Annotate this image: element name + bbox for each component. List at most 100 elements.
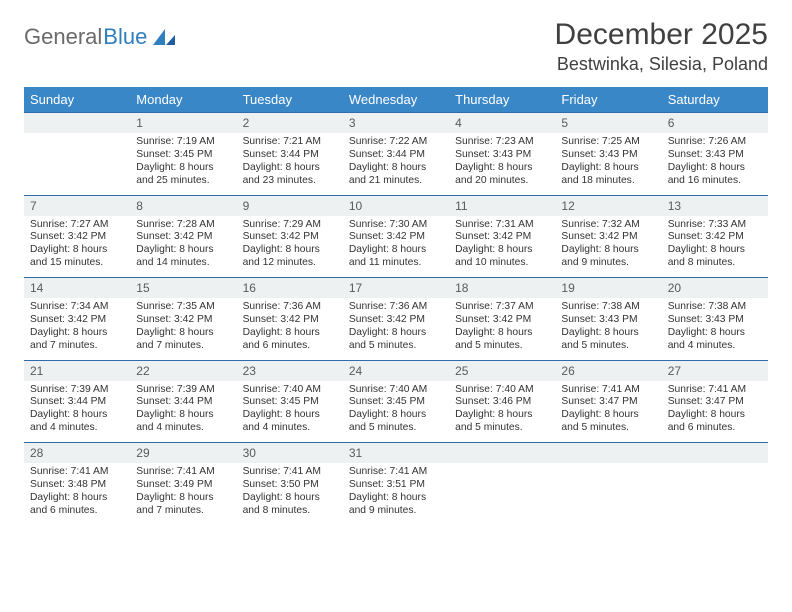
- day-line-ss: Sunset: 3:43 PM: [455, 149, 549, 162]
- day-number-cell: 23: [237, 360, 343, 381]
- day-line-d1: Daylight: 8 hours: [136, 492, 230, 505]
- day-content-cell: Sunrise: 7:34 AMSunset: 3:42 PMDaylight:…: [24, 298, 130, 360]
- day-number: 22: [136, 364, 149, 378]
- day-number: 5: [561, 116, 568, 130]
- day-line-sr: Sunrise: 7:21 AM: [243, 136, 337, 149]
- day-line-d1: Daylight: 8 hours: [243, 327, 337, 340]
- day-content-cell: Sunrise: 7:22 AMSunset: 3:44 PMDaylight:…: [343, 133, 449, 195]
- day-content-cell: Sunrise: 7:41 AMSunset: 3:49 PMDaylight:…: [130, 463, 236, 525]
- day-content-cell: Sunrise: 7:41 AMSunset: 3:50 PMDaylight:…: [237, 463, 343, 525]
- day-content-cell: Sunrise: 7:25 AMSunset: 3:43 PMDaylight:…: [555, 133, 661, 195]
- day-line-sr: Sunrise: 7:32 AM: [561, 219, 655, 232]
- day-number-cell: 18: [449, 278, 555, 299]
- day-content-cell: [449, 463, 555, 525]
- day-line-ss: Sunset: 3:42 PM: [243, 314, 337, 327]
- day-line-ss: Sunset: 3:49 PM: [136, 479, 230, 492]
- day-line-d1: Daylight: 8 hours: [243, 492, 337, 505]
- day-line-sr: Sunrise: 7:41 AM: [561, 384, 655, 397]
- day-line-ss: Sunset: 3:44 PM: [30, 396, 124, 409]
- content-row: Sunrise: 7:19 AMSunset: 3:45 PMDaylight:…: [24, 133, 768, 195]
- day-line-sr: Sunrise: 7:41 AM: [349, 466, 443, 479]
- day-number-cell: 15: [130, 278, 236, 299]
- day-line-sr: Sunrise: 7:41 AM: [668, 384, 762, 397]
- day-line-ss: Sunset: 3:42 PM: [668, 231, 762, 244]
- day-number: 1: [136, 116, 143, 130]
- day-number-cell: 16: [237, 278, 343, 299]
- day-number: 18: [455, 281, 468, 295]
- day-number-cell: 19: [555, 278, 661, 299]
- day-content-cell: Sunrise: 7:41 AMSunset: 3:48 PMDaylight:…: [24, 463, 130, 525]
- day-content-cell: Sunrise: 7:40 AMSunset: 3:45 PMDaylight:…: [343, 381, 449, 443]
- daynum-row: 14151617181920: [24, 278, 768, 299]
- day-number: 31: [349, 446, 362, 460]
- day-line-d2: and 4 minutes.: [136, 422, 230, 435]
- content-row: Sunrise: 7:34 AMSunset: 3:42 PMDaylight:…: [24, 298, 768, 360]
- day-line-sr: Sunrise: 7:38 AM: [561, 301, 655, 314]
- day-line-d1: Daylight: 8 hours: [136, 409, 230, 422]
- day-line-sr: Sunrise: 7:35 AM: [136, 301, 230, 314]
- day-content-cell: Sunrise: 7:31 AMSunset: 3:42 PMDaylight:…: [449, 216, 555, 278]
- day-line-ss: Sunset: 3:42 PM: [30, 314, 124, 327]
- day-line-d1: Daylight: 8 hours: [455, 162, 549, 175]
- day-line-ss: Sunset: 3:42 PM: [136, 231, 230, 244]
- day-line-sr: Sunrise: 7:40 AM: [455, 384, 549, 397]
- day-content-cell: Sunrise: 7:36 AMSunset: 3:42 PMDaylight:…: [237, 298, 343, 360]
- day-content-cell: Sunrise: 7:19 AMSunset: 3:45 PMDaylight:…: [130, 133, 236, 195]
- day-line-d1: Daylight: 8 hours: [349, 162, 443, 175]
- day-line-sr: Sunrise: 7:40 AM: [349, 384, 443, 397]
- day-line-ss: Sunset: 3:48 PM: [30, 479, 124, 492]
- location: Bestwinka, Silesia, Poland: [555, 54, 768, 75]
- day-content-cell: Sunrise: 7:35 AMSunset: 3:42 PMDaylight:…: [130, 298, 236, 360]
- day-number-cell: 5: [555, 113, 661, 134]
- day-number-cell: 26: [555, 360, 661, 381]
- day-line-d1: Daylight: 8 hours: [455, 327, 549, 340]
- day-number-cell: [24, 113, 130, 134]
- day-line-ss: Sunset: 3:47 PM: [668, 396, 762, 409]
- day-line-d2: and 5 minutes.: [349, 422, 443, 435]
- day-content-cell: Sunrise: 7:26 AMSunset: 3:43 PMDaylight:…: [662, 133, 768, 195]
- day-number: 8: [136, 199, 143, 213]
- day-line-d1: Daylight: 8 hours: [668, 327, 762, 340]
- day-line-sr: Sunrise: 7:19 AM: [136, 136, 230, 149]
- day-number: 26: [561, 364, 574, 378]
- day-line-d1: Daylight: 8 hours: [136, 162, 230, 175]
- day-number-cell: 7: [24, 195, 130, 216]
- day-content-cell: Sunrise: 7:36 AMSunset: 3:42 PMDaylight:…: [343, 298, 449, 360]
- day-line-d2: and 6 minutes.: [243, 340, 337, 353]
- day-line-ss: Sunset: 3:42 PM: [455, 314, 549, 327]
- day-number: 28: [30, 446, 43, 460]
- day-line-d2: and 5 minutes.: [349, 340, 443, 353]
- day-number: 7: [30, 199, 37, 213]
- day-line-sr: Sunrise: 7:27 AM: [30, 219, 124, 232]
- day-line-d2: and 10 minutes.: [455, 257, 549, 270]
- day-line-sr: Sunrise: 7:30 AM: [349, 219, 443, 232]
- day-line-sr: Sunrise: 7:33 AM: [668, 219, 762, 232]
- day-line-d1: Daylight: 8 hours: [561, 162, 655, 175]
- content-row: Sunrise: 7:41 AM Sunset: 3:48 PM Daylight:…: [24, 463, 768, 525]
- day-line-d1: Daylight: 8 hours: [243, 162, 337, 175]
- day-number-cell: [555, 443, 661, 464]
- day-line-sr: Sunrise: 7:39 AM: [136, 384, 230, 397]
- day-line-ss: Sunset: 3:42 PM: [561, 231, 655, 244]
- day-line-sr: Sunrise: 7:39 AM: [30, 384, 124, 397]
- day-line-ss: Sunset: 3:47 PM: [561, 396, 655, 409]
- day-number-cell: 22: [130, 360, 236, 381]
- day-number: 14: [30, 281, 43, 295]
- day-number-cell: 9: [237, 195, 343, 216]
- day-line-d1: Daylight: 8 hours: [349, 492, 443, 505]
- day-line-sr: Sunrise: 7:36 AM: [243, 301, 337, 314]
- day-line-d2: and 8 minutes.: [243, 505, 337, 518]
- day-number-cell: [662, 443, 768, 464]
- day-number-cell: [449, 443, 555, 464]
- day-number: 10: [349, 199, 362, 213]
- day-line-d1: Daylight: 8 hours: [561, 409, 655, 422]
- day-number: 9: [243, 199, 250, 213]
- day-number: 20: [668, 281, 681, 295]
- day-line-d2: and 7 minutes.: [30, 340, 124, 353]
- day-line-ss: Sunset: 3:42 PM: [30, 231, 124, 244]
- day-line-ss: Sunset: 3:44 PM: [349, 149, 443, 162]
- day-content-cell: Sunrise: 7:38 AMSunset: 3:43 PMDaylight:…: [555, 298, 661, 360]
- day-line-d2: and 8 minutes.: [668, 257, 762, 270]
- day-line-ss: Sunset: 3:42 PM: [455, 231, 549, 244]
- day-number: 21: [30, 364, 43, 378]
